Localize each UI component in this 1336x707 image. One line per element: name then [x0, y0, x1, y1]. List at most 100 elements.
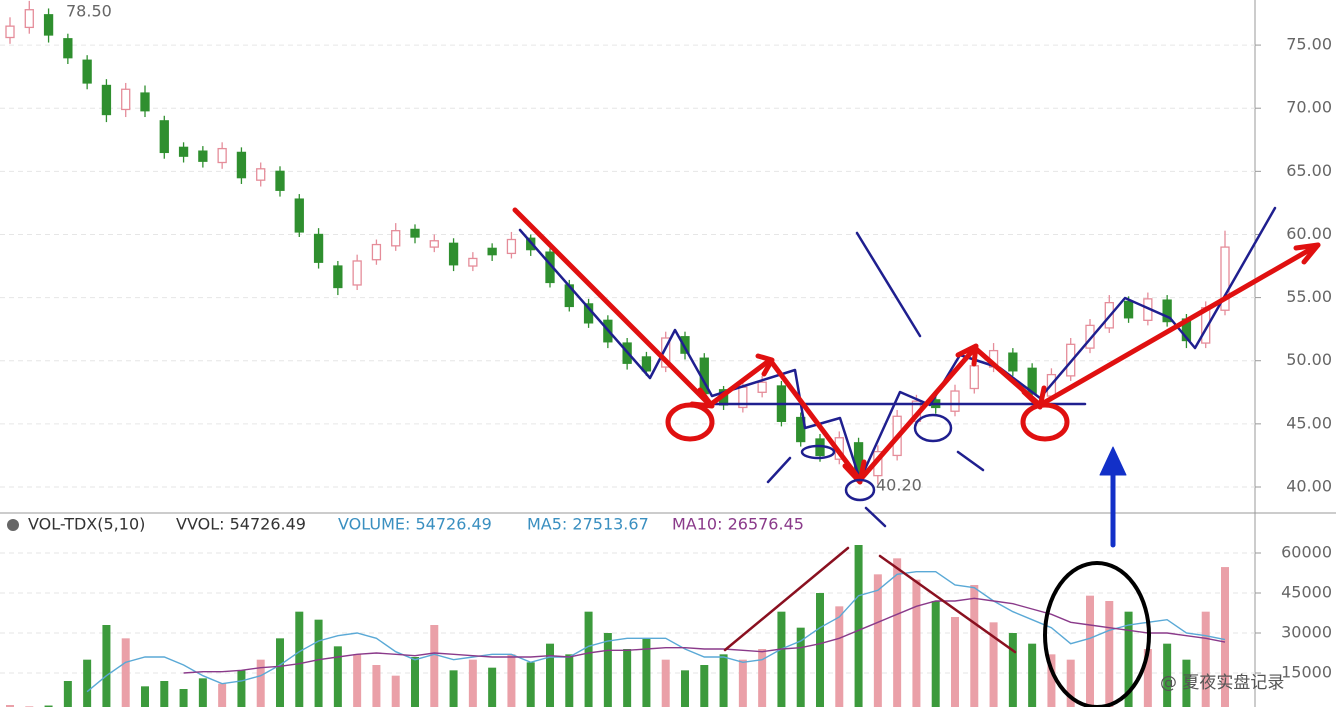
- volume-bar: [198, 678, 207, 707]
- blue-arrow-head: [1099, 446, 1127, 476]
- candle-body: [294, 198, 304, 233]
- volume-bar: [989, 622, 998, 707]
- volume-bar: [372, 665, 381, 707]
- candle-body: [63, 38, 73, 59]
- volume-bar: [276, 638, 284, 707]
- candle-body: [950, 390, 960, 412]
- volume-bar: [160, 681, 169, 707]
- y-tick-label: 40.00: [1286, 476, 1332, 495]
- volume-bar: [661, 659, 670, 707]
- volume-bar: [102, 625, 111, 707]
- candle-body: [121, 88, 131, 111]
- pointer-arrows: [766, 231, 985, 528]
- volume-bar: [738, 659, 747, 707]
- volume-bar: [835, 606, 844, 707]
- volume-bar: [700, 665, 709, 707]
- y-tick-label: 60.00: [1286, 224, 1332, 243]
- volume-arrows: [723, 546, 1017, 654]
- volume-bar: [603, 633, 612, 707]
- volume-bar: [179, 689, 188, 707]
- y-tick-label: 50.00: [1286, 350, 1332, 369]
- y-tick-label: 70.00: [1286, 98, 1332, 117]
- black-circle: [1043, 561, 1151, 707]
- volume-bar: [121, 638, 130, 707]
- volume-bar: [449, 670, 458, 707]
- circle: [844, 478, 876, 502]
- volume-bar: [584, 611, 593, 707]
- candle-body: [680, 336, 690, 354]
- volume-bar: [681, 670, 689, 707]
- y-tick-label: 45.00: [1286, 413, 1332, 432]
- circle: [1020, 402, 1070, 442]
- ma10-label: MA10: 26576.45: [672, 515, 804, 534]
- candle-body: [82, 59, 92, 84]
- circle: [913, 413, 953, 443]
- low-label: 40.20: [876, 476, 922, 495]
- candle-body: [391, 230, 401, 247]
- volume-bar: [1008, 633, 1017, 707]
- volume-bar: [893, 558, 902, 707]
- candle-body: [429, 240, 439, 248]
- volume-bar: [1124, 611, 1133, 707]
- candle-body: [24, 9, 34, 29]
- volume-bar: [333, 646, 342, 707]
- volume-bar: [873, 574, 882, 707]
- volume-bar: [970, 585, 979, 707]
- volume-bar: [526, 662, 535, 707]
- candle-body: [140, 92, 150, 112]
- candle-body: [1162, 299, 1172, 323]
- ma-line: [183, 597, 1226, 674]
- volume-bar: [1028, 643, 1037, 707]
- volume-bar: [1163, 643, 1172, 707]
- volume-bar: [468, 659, 477, 707]
- volume-bar: [488, 667, 497, 707]
- ma5-label: MA5: 27513.67: [527, 515, 649, 534]
- watermark: @ 夏夜实盘记录: [1160, 673, 1284, 693]
- vvol-label: VVOL: 54726.49: [176, 515, 306, 534]
- volume-bar: [777, 611, 786, 707]
- volume-bar: [816, 593, 824, 707]
- volume-bar: [1143, 649, 1152, 707]
- candle-body: [1123, 300, 1134, 319]
- volume-bar: [411, 657, 419, 707]
- candle-body: [236, 151, 247, 179]
- y-tick-label: 55.00: [1286, 287, 1332, 306]
- indicator-icon: [7, 519, 19, 531]
- volume-bar: [314, 619, 323, 707]
- high-label: 78.50: [66, 2, 112, 21]
- candle-body: [468, 257, 478, 267]
- circle: [800, 444, 836, 460]
- candle-body: [1008, 352, 1018, 372]
- candle-body: [178, 146, 189, 157]
- candle-body: [217, 147, 227, 164]
- candle-body: [256, 168, 266, 181]
- y-tick-label: 65.00: [1286, 161, 1332, 180]
- volume-bar: [565, 654, 574, 707]
- volume-bar: [1201, 611, 1210, 707]
- volume-bar: [83, 659, 92, 707]
- candle-body: [5, 25, 15, 39]
- indicator-name: VOL-TDX(5,10): [28, 515, 145, 534]
- volume-bar: [951, 617, 959, 707]
- volume-bar: [237, 670, 246, 707]
- y-tick-label: 75.00: [1286, 35, 1332, 54]
- candle-body: [275, 170, 285, 191]
- candle-body: [487, 247, 497, 256]
- candle-body: [313, 233, 324, 263]
- volume-bar: [719, 654, 728, 707]
- candle-body: [796, 416, 806, 443]
- volume-bar: [6, 705, 14, 707]
- volume-bar: [353, 654, 362, 707]
- circle: [665, 402, 715, 442]
- candle-body: [1220, 246, 1230, 311]
- candle-body: [1085, 324, 1095, 349]
- y-tick-label: 30000: [1281, 623, 1332, 642]
- volume-bar: [1066, 659, 1075, 707]
- annotations: [512, 206, 1321, 707]
- volume-bar: [295, 611, 304, 707]
- arrow-heads: [689, 242, 1321, 485]
- volume-bar: [507, 654, 516, 707]
- volume-bar: [1182, 659, 1191, 707]
